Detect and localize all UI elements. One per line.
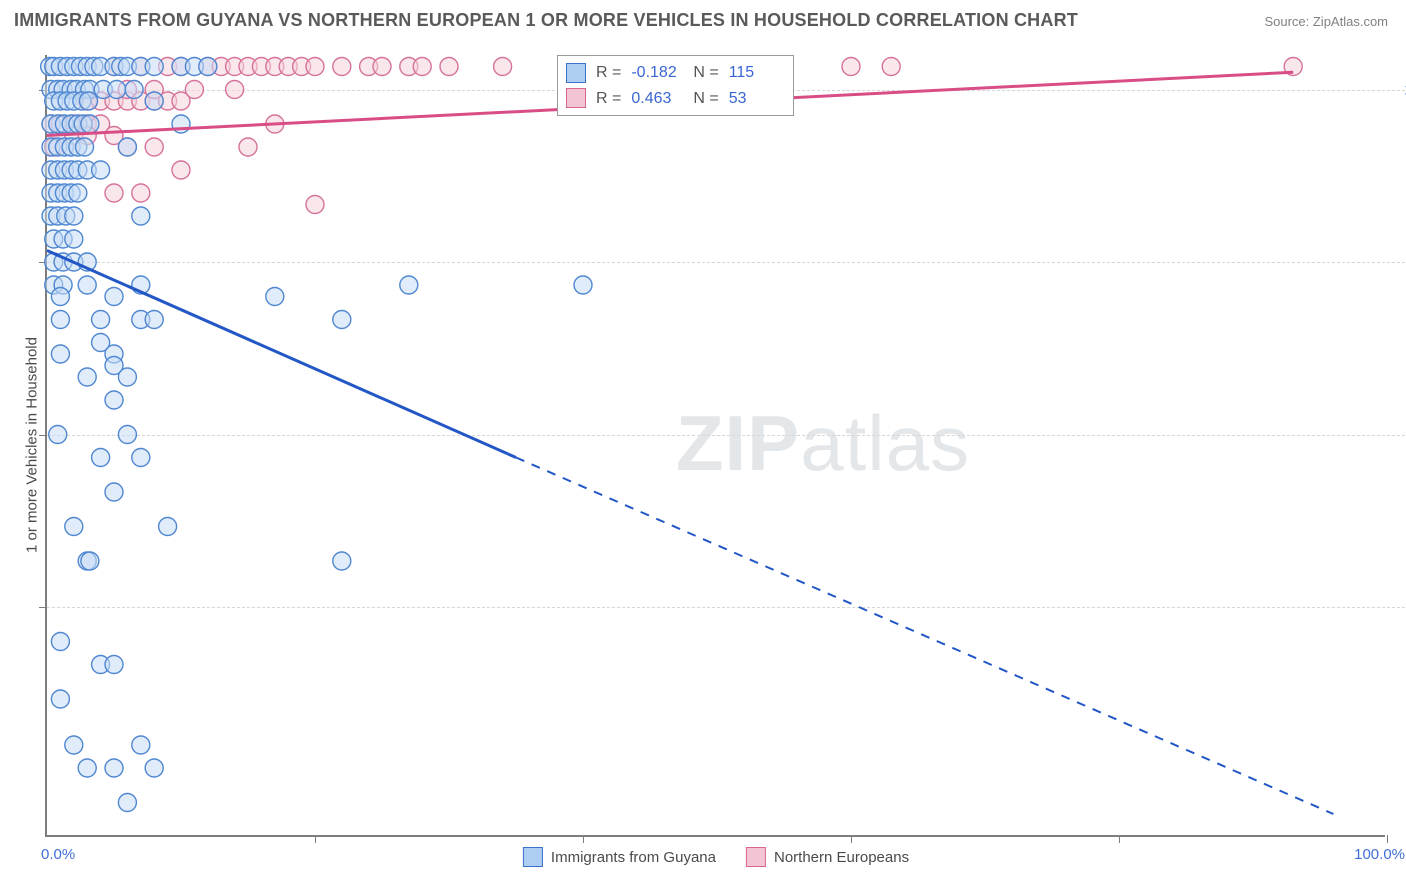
n-label-b: N =	[693, 86, 718, 112]
legend-swatch-b	[746, 847, 766, 867]
x-tick	[1387, 835, 1388, 843]
y-tick-label: 85.0%	[1395, 254, 1406, 271]
bottom-legend: Immigrants from Guyana Northern European…	[523, 847, 909, 867]
r-label-a: R =	[596, 60, 621, 86]
y-axis-label: 1 or more Vehicles in Household	[24, 337, 41, 553]
r-value-b: 0.463	[631, 86, 683, 112]
n-label-a: N =	[693, 60, 718, 86]
x-tick	[1119, 835, 1120, 843]
legend-item-b: Northern Europeans	[746, 847, 909, 867]
x-tick	[315, 835, 316, 843]
x-axis-start-label: 0.0%	[41, 846, 75, 863]
stats-row-a: R = -0.182 N = 115	[566, 60, 781, 86]
y-tick-label: 100.0%	[1395, 81, 1406, 98]
n-value-b: 53	[729, 86, 781, 112]
source-label: Source: ZipAtlas.com	[1264, 14, 1388, 29]
chart-svg	[47, 55, 1385, 835]
legend-label-b: Northern Europeans	[774, 849, 909, 866]
stats-row-b: R = 0.463 N = 53	[566, 86, 781, 112]
series-b-swatch	[566, 88, 586, 108]
y-tick	[39, 607, 47, 608]
legend-item-a: Immigrants from Guyana	[523, 847, 716, 867]
stats-legend-box: R = -0.182 N = 115 R = 0.463 N = 53	[557, 55, 794, 116]
y-tick	[39, 435, 47, 436]
y-tick-label: 55.0%	[1395, 599, 1406, 616]
plot-area: ZIPatlas 1 or more Vehicles in Household…	[45, 55, 1385, 837]
r-value-a: -0.182	[631, 60, 683, 86]
chart-title: IMMIGRANTS FROM GUYANA VS NORTHERN EUROP…	[14, 10, 1078, 31]
x-tick	[583, 835, 584, 843]
x-axis-end-label: 100.0%	[1354, 846, 1405, 863]
y-tick-label: 70.0%	[1395, 426, 1406, 443]
n-value-a: 115	[729, 60, 781, 86]
r-label-b: R =	[596, 86, 621, 112]
legend-swatch-a	[523, 847, 543, 867]
x-tick	[851, 835, 852, 843]
series-a-swatch	[566, 63, 586, 83]
legend-label-a: Immigrants from Guyana	[551, 849, 716, 866]
